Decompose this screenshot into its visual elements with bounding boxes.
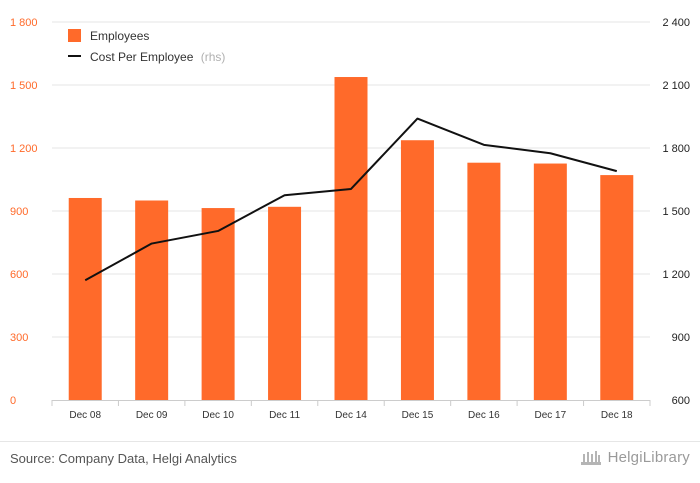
right-tick-label: 1 200 xyxy=(662,269,690,281)
x-tick-label: Dec 11 xyxy=(269,410,300,421)
left-tick-label: 1 200 xyxy=(10,143,38,155)
logo-text: HelgiLibrary xyxy=(607,448,690,466)
employees-bar xyxy=(467,162,501,400)
left-tick-label: 0 xyxy=(10,395,16,407)
employees-bar xyxy=(533,163,567,400)
employees-bar xyxy=(268,206,302,400)
employees-bar xyxy=(201,208,235,400)
right-tick-label: 1 800 xyxy=(662,143,690,155)
right-tick-label: 900 xyxy=(672,332,690,344)
legend-cost-per-employee-label: Cost Per Employee (rhs) xyxy=(90,50,225,64)
employees-bar xyxy=(334,77,368,401)
left-tick-label: 1 800 xyxy=(10,17,38,29)
right-tick-label: 2 400 xyxy=(662,17,690,29)
employees-bar xyxy=(68,197,102,400)
cost-per-employee-line xyxy=(84,117,618,282)
right-tick-label: 600 xyxy=(672,395,690,407)
source-note: Source: Company Data, Helgi Analytics xyxy=(10,451,237,466)
legend: Employees Cost Per Employee (rhs) xyxy=(68,29,225,64)
left-axis-ticks: 0 300 600 900 1 200 1 500 1 800 xyxy=(10,17,38,407)
legend-cost-per-employee-name: Cost Per Employee xyxy=(90,50,194,64)
left-tick-label: 300 xyxy=(10,332,28,344)
chart-svg: 0 300 600 900 1 200 1 500 1 800 600 900 1 200 1 5… xyxy=(10,17,690,421)
footer-divider xyxy=(0,441,700,442)
x-tick-label: Dec 09 xyxy=(136,410,168,421)
library-columns-icon xyxy=(580,448,602,466)
right-axis-ticks: 600 900 1 200 1 500 1 800 2 100 2 400 xyxy=(662,17,690,407)
employees-bar xyxy=(135,200,169,400)
x-tick-label: Dec 17 xyxy=(534,410,566,421)
helgi-library-logo: HelgiLibrary xyxy=(580,448,690,466)
x-axis: Dec 08 Dec 09 Dec 10 Dec 11 Dec 14 Dec 15 Dec … xyxy=(51,400,651,421)
employees-bar xyxy=(600,175,634,400)
x-tick-label: Dec 18 xyxy=(601,410,633,421)
legend-employees-label: Employees xyxy=(90,29,149,43)
left-tick-label: 600 xyxy=(10,269,28,281)
x-tick-label: Dec 15 xyxy=(402,410,434,421)
right-tick-label: 2 100 xyxy=(662,80,690,92)
x-tick-label: Dec 16 xyxy=(468,410,500,421)
legend-employees-swatch xyxy=(68,29,81,42)
employees-bar xyxy=(400,140,434,401)
x-tick-label: Dec 14 xyxy=(335,410,367,421)
x-tick-label: Dec 08 xyxy=(69,410,101,421)
employees-bars xyxy=(68,77,634,401)
right-tick-label: 1 500 xyxy=(662,206,690,218)
legend-rhs-suffix: (rhs) xyxy=(201,50,226,64)
left-tick-label: 900 xyxy=(10,206,28,218)
cost-per-employee-polyline xyxy=(84,117,618,282)
x-tick-label: Dec 10 xyxy=(202,410,234,421)
left-tick-label: 1 500 xyxy=(10,80,38,92)
